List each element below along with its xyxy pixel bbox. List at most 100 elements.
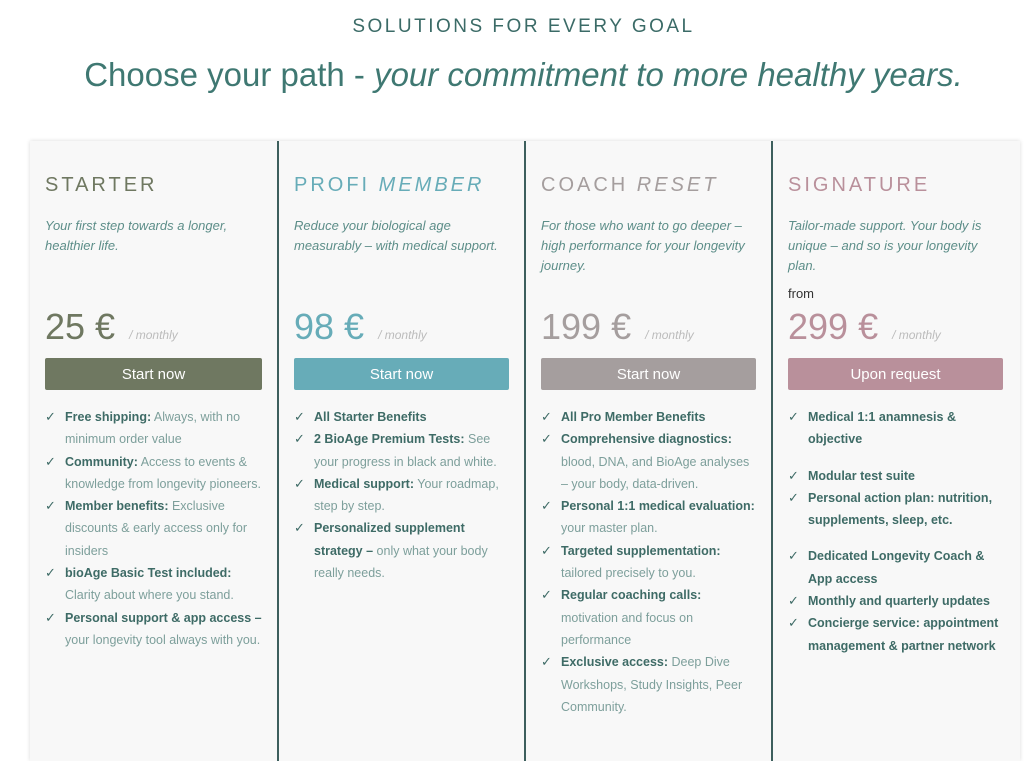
- feature-text: Always, with no minimum order value: [65, 410, 241, 447]
- plan-cta-button[interactable]: Start now: [45, 358, 262, 390]
- feature-bold: bioAge Basic Test included:: [65, 566, 232, 581]
- plan-title-italic: MEMBER: [378, 174, 485, 196]
- feature-bold: All Starter Benefits: [314, 410, 427, 424]
- feature-bold: Free shipping:: [65, 410, 152, 424]
- section-eyebrow: SOLUTIONS FOR EVERY GOAL: [352, 16, 695, 37]
- feature-text: blood, DNA, and BioAge analyses – your b…: [561, 454, 750, 491]
- check-icon: ✓: [45, 453, 56, 469]
- feature-bold: Member benefits:: [65, 499, 169, 514]
- plan-cta-button[interactable]: Upon request: [788, 358, 1003, 390]
- feature-item: ✓ Exclusive access: Deep Dive Workshops, …: [541, 651, 756, 718]
- feature-text: motivation and focus on performance: [561, 610, 694, 647]
- page-title: Choose your path - your commitment to mo…: [0, 56, 1024, 94]
- check-icon: ✓: [541, 587, 552, 603]
- plan-price: 199 € / monthly: [541, 306, 756, 348]
- price-amount: 199 €: [541, 306, 632, 347]
- feature-item: ✓ Targeted supplementation: tailored prec…: [541, 540, 756, 585]
- feature-text: only what your body really needs.: [314, 543, 488, 581]
- feature-bold: Personal 1:1 medical evaluation:: [561, 499, 755, 514]
- check-icon: ✓: [45, 565, 56, 581]
- check-icon: ✓: [541, 542, 552, 558]
- price-amount: 98 €: [294, 306, 365, 347]
- price-prefix: [294, 286, 509, 306]
- feature-item: ✓ Member benefits: Exclusive discounts & …: [45, 495, 262, 562]
- feature-bold: Personal action plan: nutrition, supplem…: [808, 490, 993, 528]
- feature-item: ✓ Personal action plan: nutrition, supple…: [788, 487, 1003, 532]
- feature-text: Deep Dive Workshops, Study Insights, Pee…: [561, 655, 743, 714]
- feature-bold: All Pro Member Benefits: [561, 410, 706, 424]
- feature-item: ✓ Medical 1:1 anamnesis & objective: [788, 406, 1003, 451]
- check-icon: ✓: [294, 409, 305, 424]
- feature-bold: Personalized supplement strategy –: [314, 521, 465, 558]
- check-icon: ✓: [788, 409, 799, 424]
- price-prefix: [541, 286, 756, 306]
- feature-list: ✓ All Pro Member Benefits ✓ Comprehensive d…: [541, 406, 756, 718]
- plan-card-profi: PROFI MEMBER Reduce your biological age …: [277, 141, 524, 761]
- feature-item: ✓ Modular test suite: [788, 465, 1003, 487]
- plan-title-text: COACH: [541, 174, 637, 196]
- check-icon: ✓: [45, 409, 56, 424]
- feature-item: ✓ Medical support: Your roadmap, step by …: [294, 473, 509, 518]
- plan-card-signature: SIGNATURE Tailor-made support. Your body…: [771, 141, 1018, 761]
- feature-bold: Regular coaching calls:: [561, 588, 702, 603]
- price-amount: 25 €: [45, 306, 116, 347]
- price-period: / monthly: [892, 328, 941, 342]
- plan-price: 98 € / monthly: [294, 306, 509, 348]
- plan-description: For those who want to go deeper – high p…: [541, 218, 745, 273]
- price-amount: 299 €: [788, 306, 879, 347]
- feature-bold: Medical support:: [314, 476, 415, 491]
- feature-list: ✓ Free shipping: Always, with no minimum …: [45, 406, 262, 651]
- check-icon: ✓: [788, 593, 799, 609]
- feature-text: your longevity tool always with you.: [65, 632, 261, 647]
- feature-bold: Targeted supplementation:: [561, 543, 721, 558]
- plan-cta-button[interactable]: Start now: [541, 358, 756, 390]
- feature-item: ✓ bioAge Basic Test included: Clarity abo…: [45, 562, 262, 607]
- plan-cta-button[interactable]: Start now: [294, 358, 509, 390]
- check-icon: ✓: [541, 431, 552, 447]
- plan-price: 25 € / monthly: [45, 306, 262, 348]
- price-period: / monthly: [129, 328, 178, 342]
- feature-text: Your roadmap, step by step.: [314, 476, 499, 514]
- feature-bold: Personal support & app access –: [65, 610, 262, 625]
- plan-card-coach: COACH RESET For those who want to go dee…: [524, 141, 771, 761]
- check-icon: ✓: [788, 467, 799, 483]
- check-icon: ✓: [45, 609, 56, 625]
- feature-item: ✓ Personal 1:1 medical evaluation: your m…: [541, 495, 756, 540]
- feature-item: ✓ Personal support & app access – your lo…: [45, 607, 262, 652]
- price-prefix: from: [788, 286, 814, 301]
- check-icon: ✓: [788, 548, 799, 564]
- check-icon: ✓: [541, 498, 552, 514]
- check-icon: ✓: [541, 409, 552, 424]
- feature-list: ✓ All Starter Benefits ✓ 2 BioAge Premium T…: [294, 406, 509, 584]
- feature-item: ✓ Dedicated Longevity Coach & App access: [788, 545, 1003, 590]
- feature-bold: Medical 1:1 anamnesis & objective: [808, 410, 956, 447]
- feature-item: ✓ Personalized supplement strategy – only…: [294, 517, 509, 584]
- feature-item: ✓ Free shipping: Always, with no minimum …: [45, 406, 262, 451]
- plan-title-text: SIGNATURE: [788, 174, 931, 196]
- feature-item: ✓ Monthly and quarterly updates: [788, 590, 1003, 612]
- check-icon: ✓: [788, 489, 799, 505]
- feature-bold: Exclusive access:: [561, 655, 669, 670]
- feature-list: ✓ Medical 1:1 anamnesis & objective ✓ Modul…: [788, 406, 1003, 657]
- plan-description: Reduce your biological age measurably – …: [294, 218, 498, 253]
- feature-item: ✓ 2 BioAge Premium Tests: See your progre…: [294, 428, 509, 473]
- plan-description: Your first step towards a longer, health…: [45, 218, 228, 253]
- feature-text: Exclusive discounts & early access only …: [65, 499, 248, 558]
- check-icon: ✓: [541, 654, 552, 670]
- price-period: / monthly: [378, 328, 427, 342]
- feature-bold: Community:: [65, 454, 138, 469]
- check-icon: ✓: [294, 431, 305, 447]
- feature-text: your master plan.: [561, 521, 658, 536]
- check-icon: ✓: [788, 615, 799, 631]
- plan-title: COACH RESET: [541, 174, 756, 202]
- check-icon: ✓: [294, 475, 305, 491]
- feature-bold: 2 BioAge Premium Tests:: [314, 432, 465, 447]
- feature-bold: Dedicated Longevity Coach & App access: [808, 549, 985, 586]
- price-period: / monthly: [645, 328, 694, 342]
- check-icon: ✓: [294, 520, 305, 536]
- plan-card-starter: STARTER Your first step towards a longer…: [30, 141, 277, 761]
- feature-item: ✓ Regular coaching calls: motivation and …: [541, 584, 756, 651]
- feature-text: Access to events & knowledge from longev…: [65, 454, 261, 491]
- plan-title-italic: RESET: [636, 174, 719, 196]
- headline-plain: Choose your path -: [84, 56, 375, 93]
